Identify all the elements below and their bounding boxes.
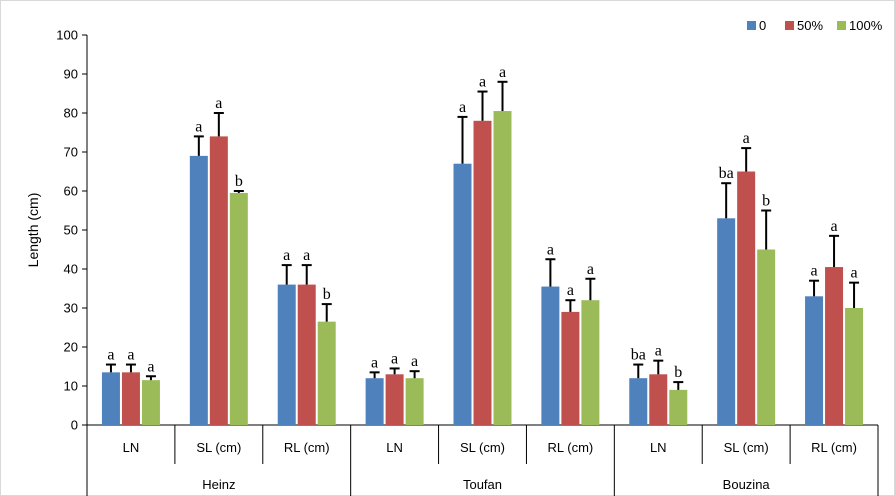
significance-letter: a xyxy=(499,64,506,81)
significance-letter: a xyxy=(391,350,398,367)
significance-letter: a xyxy=(215,95,222,112)
y-tick-label: 100 xyxy=(56,28,78,43)
x-category-label: RL (cm) xyxy=(811,440,857,455)
bar-50pct xyxy=(385,374,404,425)
y-tick-label: 20 xyxy=(64,340,78,355)
significance-letter: a xyxy=(655,343,662,360)
bar-0 xyxy=(189,155,208,425)
significance-letter: a xyxy=(567,282,574,299)
significance-letter: a xyxy=(107,347,114,364)
y-tick-label: 40 xyxy=(64,262,78,277)
legend-swatch xyxy=(837,21,846,30)
significance-letter: ba xyxy=(719,165,734,182)
x-category-label: RL (cm) xyxy=(284,440,330,455)
significance-letter: a xyxy=(283,247,290,264)
x-category-label: LN xyxy=(650,440,667,455)
legend: 0 50% 100% xyxy=(747,18,883,33)
legend-label: 50% xyxy=(797,18,823,33)
significance-letter: a xyxy=(303,247,310,264)
bar-0 xyxy=(805,296,824,425)
bar-100pct xyxy=(141,380,160,425)
significance-letter: a xyxy=(371,354,378,371)
x-category-label: RL (cm) xyxy=(548,440,594,455)
bar-100pct xyxy=(581,300,600,425)
bar-0 xyxy=(717,218,736,425)
x-group-label: Bouzina xyxy=(723,477,771,492)
x-group-label: Toufan xyxy=(463,477,502,492)
significance-letter: a xyxy=(851,265,858,282)
bar-0 xyxy=(453,163,472,425)
significance-letter: a xyxy=(127,347,134,364)
bar-50pct xyxy=(473,120,492,426)
bar-100pct xyxy=(845,308,864,425)
significance-letter: a xyxy=(147,358,154,375)
significance-letter: ba xyxy=(631,347,646,364)
significance-letter: a xyxy=(547,241,554,258)
bar-100pct xyxy=(757,249,776,425)
significance-letter: a xyxy=(743,130,750,147)
y-tick-label: 90 xyxy=(64,67,78,82)
bar-100pct xyxy=(405,378,424,425)
bar-50pct xyxy=(561,311,580,425)
bar-50pct xyxy=(649,374,668,425)
significance-letter: a xyxy=(587,261,594,278)
bar-0 xyxy=(365,378,384,425)
bar-50pct xyxy=(825,267,844,425)
legend-swatch xyxy=(785,21,794,30)
y-tick-label: 50 xyxy=(64,223,78,238)
significance-letter: b xyxy=(674,364,682,381)
plot-area: 0 10 20 30 40 50 60 70 80 90 100 LN SL (cm) RL (cm) LN… xyxy=(56,28,879,496)
bar-50pct xyxy=(209,136,228,425)
bar-100pct xyxy=(493,111,512,426)
bar-0 xyxy=(101,372,120,425)
y-tick-label: 70 xyxy=(64,145,78,160)
significance-letter: b xyxy=(323,286,331,303)
y-tick-label: 0 xyxy=(71,418,78,433)
y-axis-label: Length (cm) xyxy=(25,193,41,268)
bar-100pct xyxy=(669,389,688,425)
significance-letter: a xyxy=(411,353,418,370)
significance-letter: a xyxy=(479,74,486,91)
bar-0 xyxy=(541,286,560,425)
x-group-label: Heinz xyxy=(202,477,235,492)
bar-50pct xyxy=(297,284,316,425)
x-category-label: SL (cm) xyxy=(196,440,241,455)
bar-100pct xyxy=(317,321,336,425)
y-tick-label: 80 xyxy=(64,106,78,121)
bar-100pct xyxy=(229,192,248,425)
x-category-label: SL (cm) xyxy=(460,440,505,455)
bar-50pct xyxy=(737,171,756,425)
significance-letter: b xyxy=(762,193,770,210)
bar-50pct xyxy=(121,372,140,425)
significance-letter: b xyxy=(235,173,243,190)
significance-letter: a xyxy=(195,118,202,135)
y-tick-label: 10 xyxy=(64,379,78,394)
x-category-label: LN xyxy=(386,440,403,455)
legend-label: 0 xyxy=(759,18,766,33)
legend-swatch xyxy=(747,21,756,30)
y-tick-label: 60 xyxy=(64,184,78,199)
significance-letter: a xyxy=(459,99,466,116)
legend-label: 100% xyxy=(849,18,883,33)
significance-letter: a xyxy=(811,263,818,280)
y-tick-label: 30 xyxy=(64,301,78,316)
x-category-label: LN xyxy=(123,440,140,455)
bar-0 xyxy=(629,378,648,425)
x-category-label: SL (cm) xyxy=(724,440,769,455)
significance-letter: a xyxy=(831,218,838,235)
bar-0 xyxy=(277,284,296,425)
